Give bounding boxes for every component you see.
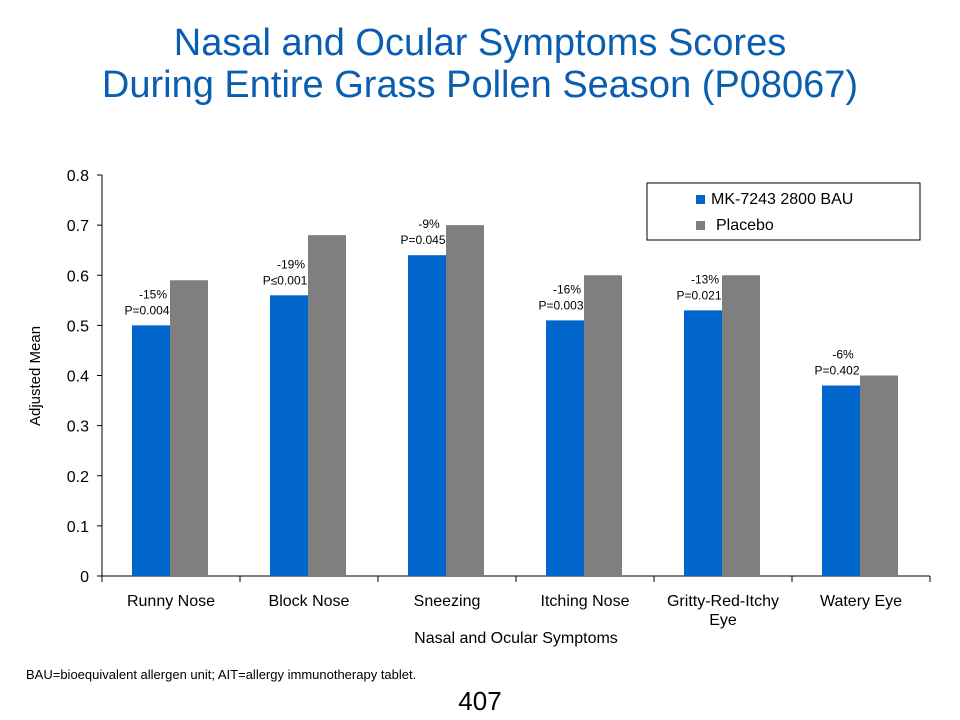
footnote: BAU=bioequivalent allergen unit; AIT=all… — [26, 667, 417, 682]
legend-swatch-placebo — [696, 221, 705, 230]
slide-title: Nasal and Ocular Symptoms Scores During … — [0, 22, 960, 106]
bar-placebo — [308, 235, 346, 576]
x-tick-label: Watery Eye — [820, 593, 902, 610]
annotation-p-value: P=0.004 — [124, 303, 169, 317]
page-number: 407 — [458, 686, 502, 716]
y-axis-title: Adjusted Mean — [27, 326, 44, 426]
bar-treatment — [270, 295, 308, 576]
bar-placebo — [584, 275, 622, 576]
y-tick-label: 0.2 — [67, 469, 89, 486]
title-line-1: Nasal and Ocular Symptoms Scores — [173, 22, 787, 64]
x-tick-label: Runny Nose — [127, 593, 215, 610]
bar-treatment — [822, 385, 860, 576]
x-tick-label: Block Nose — [269, 593, 350, 610]
x-axis-title: Nasal and Ocular Symptoms — [414, 630, 618, 647]
annotation-p-value: P=0.003 — [538, 298, 583, 312]
annotation-percent: -19% — [277, 257, 305, 271]
bar-placebo — [860, 375, 898, 576]
y-tick-label: 0 — [80, 569, 89, 586]
bar-treatment — [132, 325, 170, 576]
bar-treatment — [408, 255, 446, 576]
y-tick-label: 0.1 — [67, 519, 89, 536]
annotation-p-value: P=0.045 — [400, 233, 445, 247]
title-line-2: During Entire Grass Pollen Season (P0806… — [101, 64, 859, 106]
legend-swatch-treatment — [696, 195, 705, 204]
y-tick-label: 0.4 — [67, 369, 89, 386]
legend-label-placebo: Placebo — [716, 217, 774, 234]
y-tick-label: 0.3 — [67, 419, 89, 436]
legend-box — [646, 182, 921, 241]
x-tick-label: Sneezing — [414, 593, 481, 610]
annotation-p-value: P=0.402 — [814, 364, 859, 378]
annotation-percent: -13% — [691, 272, 719, 286]
y-tick-label: 0.5 — [67, 318, 89, 335]
annotation-p-value: P≤0.001 — [263, 273, 308, 287]
bar-placebo — [722, 275, 760, 576]
y-tick-label: 0.8 — [67, 168, 89, 185]
legend-label-treatment: MK-7243 2800 BAU — [711, 191, 853, 208]
x-tick-label: Itching Nose — [541, 593, 630, 610]
annotation-percent: -16% — [553, 282, 581, 296]
annotation-percent: -9% — [418, 217, 440, 231]
annotation-percent: -6% — [832, 348, 854, 362]
y-tick-label: 0.6 — [67, 268, 89, 285]
annotation-percent: -15% — [139, 287, 167, 301]
bar-treatment — [684, 310, 722, 576]
x-tick-label: Gritty-Red-Itchy — [667, 593, 779, 610]
annotation-p-value: P=0.021 — [676, 288, 721, 302]
bar-placebo — [446, 225, 484, 576]
x-tick-label-line2: Eye — [709, 612, 737, 629]
y-tick-label: 0.7 — [67, 218, 89, 235]
bar-treatment — [546, 320, 584, 576]
bar-placebo — [170, 280, 208, 576]
